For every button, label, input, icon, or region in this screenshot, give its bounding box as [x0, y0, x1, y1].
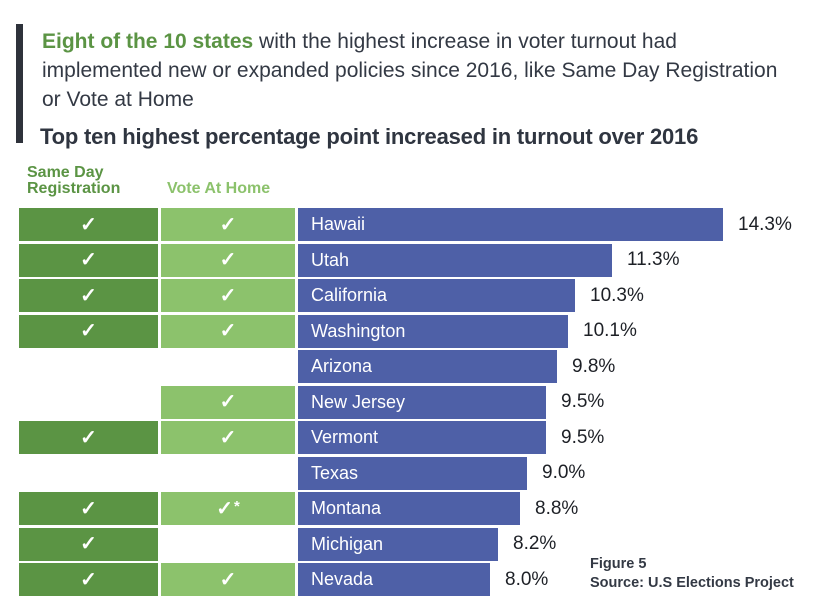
vote-at-home-cell: ✓: [161, 385, 295, 419]
table-row: ✓ ✓ Utah 11.3%: [19, 243, 792, 277]
accent-bar: [16, 24, 23, 143]
checkmark-icon: ✓: [80, 426, 97, 449]
checkmark-icon: ✓: [80, 213, 97, 236]
headline: Eight of the 10 states with the highest …: [42, 27, 794, 114]
table-row: ✓ ✓ Washington 10.1%: [19, 314, 792, 348]
vote-at-home-cell: ✓: [161, 314, 295, 348]
source-label: Source: U.S Elections Project: [590, 575, 794, 591]
value-label: 14.3%: [738, 213, 792, 235]
checkmark-icon: ✓: [219, 249, 237, 271]
same-day-registration-cell: ✓: [19, 527, 158, 561]
checkmark-icon: ✓: [80, 533, 97, 555]
checkmark-icon: ✓: [219, 213, 237, 236]
vote-at-home-cell: ✓: [161, 563, 295, 596]
state-label: Utah: [311, 249, 350, 270]
vote-at-home-cell: ✓: [161, 208, 295, 241]
checkmark-icon: ✓: [219, 426, 237, 449]
vote-at-home-cell: [161, 457, 295, 490]
state-label: Nevada: [311, 569, 374, 589]
state-label: Michigan: [311, 533, 384, 554]
vote-at-home-cell: ✓: [161, 243, 295, 277]
table-row: ✓ ✓* Montana 8.8%: [19, 492, 792, 525]
same-day-registration-cell: ✓: [19, 492, 158, 525]
column-header-vote-at-home: Vote At Home: [167, 180, 271, 197]
table-row: ✓ ✓ California 10.3%: [19, 279, 792, 312]
same-day-registration-cell: ✓: [19, 279, 158, 312]
figure-caption: Figure 5 Source: U.S Elections Project: [590, 555, 794, 593]
state-bar: Utah: [298, 243, 612, 277]
table-row: Arizona 9.8%: [19, 350, 792, 383]
state-label: Montana: [311, 498, 382, 518]
same-day-registration-cell: ✓: [19, 314, 158, 348]
value-label: 11.3%: [627, 249, 680, 270]
value-label: 9.0%: [542, 462, 586, 483]
checkmark-icon: ✓: [80, 320, 97, 342]
state-label: Arizona: [311, 356, 373, 376]
value-label: 9.5%: [561, 426, 605, 448]
table-row: ✓ ✓ Hawaii 14.3%: [19, 208, 792, 241]
checkmark-icon: ✓: [80, 497, 97, 520]
vote-at-home-cell: ✓*: [161, 492, 295, 525]
state-bar: Texas: [298, 456, 527, 490]
checkmark-icon: ✓: [80, 284, 97, 307]
checkmark-icon: ✓: [219, 320, 237, 342]
value-label: 10.3%: [590, 284, 644, 306]
state-bar: Vermont: [298, 421, 546, 454]
checkmark-icon: ✓: [219, 284, 237, 307]
checkmark-icon: ✓*: [216, 497, 240, 520]
same-day-registration-cell: ✓: [19, 243, 158, 277]
figure-label: Figure 5: [590, 556, 647, 572]
table-row: ✓ New Jersey 9.5%: [19, 385, 792, 419]
value-label: 8.2%: [513, 533, 557, 554]
same-day-registration-cell: ✓: [19, 421, 158, 454]
value-label: 8.8%: [535, 497, 579, 519]
table-row: ✓ ✓ Vermont 9.5%: [19, 421, 792, 454]
vote-at-home-cell: ✓: [161, 279, 295, 312]
value-label: 10.1%: [583, 320, 637, 341]
value-label: 9.5%: [561, 391, 605, 412]
checkmark-icon: ✓: [80, 249, 97, 271]
chart-title: Top ten highest percentage point increas…: [40, 124, 699, 149]
turnout-table: ✓ ✓ Hawaii 14.3% ✓ ✓ Utah 11.3% ✓ ✓ Cali…: [19, 208, 792, 599]
state-bar: California: [298, 279, 575, 312]
state-bar: Nevada: [298, 563, 490, 596]
same-day-registration-cell: ✓: [19, 563, 158, 596]
state-label: Washington: [311, 320, 406, 341]
vote-at-home-cell: [161, 350, 295, 383]
table-row: ✓ ✓ Nevada 8.0%: [19, 563, 792, 596]
same-day-registration-cell: ✓: [19, 208, 158, 241]
checkmark-icon: ✓: [219, 568, 237, 591]
checkmark-icon: ✓: [80, 568, 97, 591]
state-label: California: [311, 285, 388, 305]
state-bar: Arizona: [298, 350, 557, 383]
column-header-same-day-registration: Same Day Registration: [27, 164, 121, 197]
table-row: ✓ Michigan 8.2%: [19, 527, 792, 561]
state-bar: Montana: [298, 492, 520, 525]
state-bar: Michigan: [298, 527, 498, 561]
value-label: 8.0%: [505, 568, 549, 590]
state-label: Vermont: [311, 427, 379, 447]
checkmark-note: *: [233, 497, 240, 515]
state-bar: New Jersey: [298, 385, 546, 419]
headline-highlight: Eight of the 10 states: [42, 30, 254, 53]
state-bar: Hawaii: [298, 208, 723, 241]
table-row: Texas 9.0%: [19, 456, 792, 490]
checkmark-icon: ✓: [219, 391, 237, 413]
same-day-registration-cell: [19, 386, 158, 419]
state-label: New Jersey: [311, 391, 406, 412]
state-label: Hawaii: [311, 214, 366, 234]
headline-rest: with the highest increase in voter turno…: [42, 30, 778, 111]
value-label: 9.8%: [572, 355, 616, 377]
state-bar: Washington: [298, 314, 568, 348]
state-label: Texas: [311, 462, 359, 483]
vote-at-home-cell: [161, 528, 295, 561]
same-day-registration-cell: [19, 457, 158, 490]
vote-at-home-cell: ✓: [161, 421, 295, 454]
same-day-registration-cell: [19, 350, 158, 383]
